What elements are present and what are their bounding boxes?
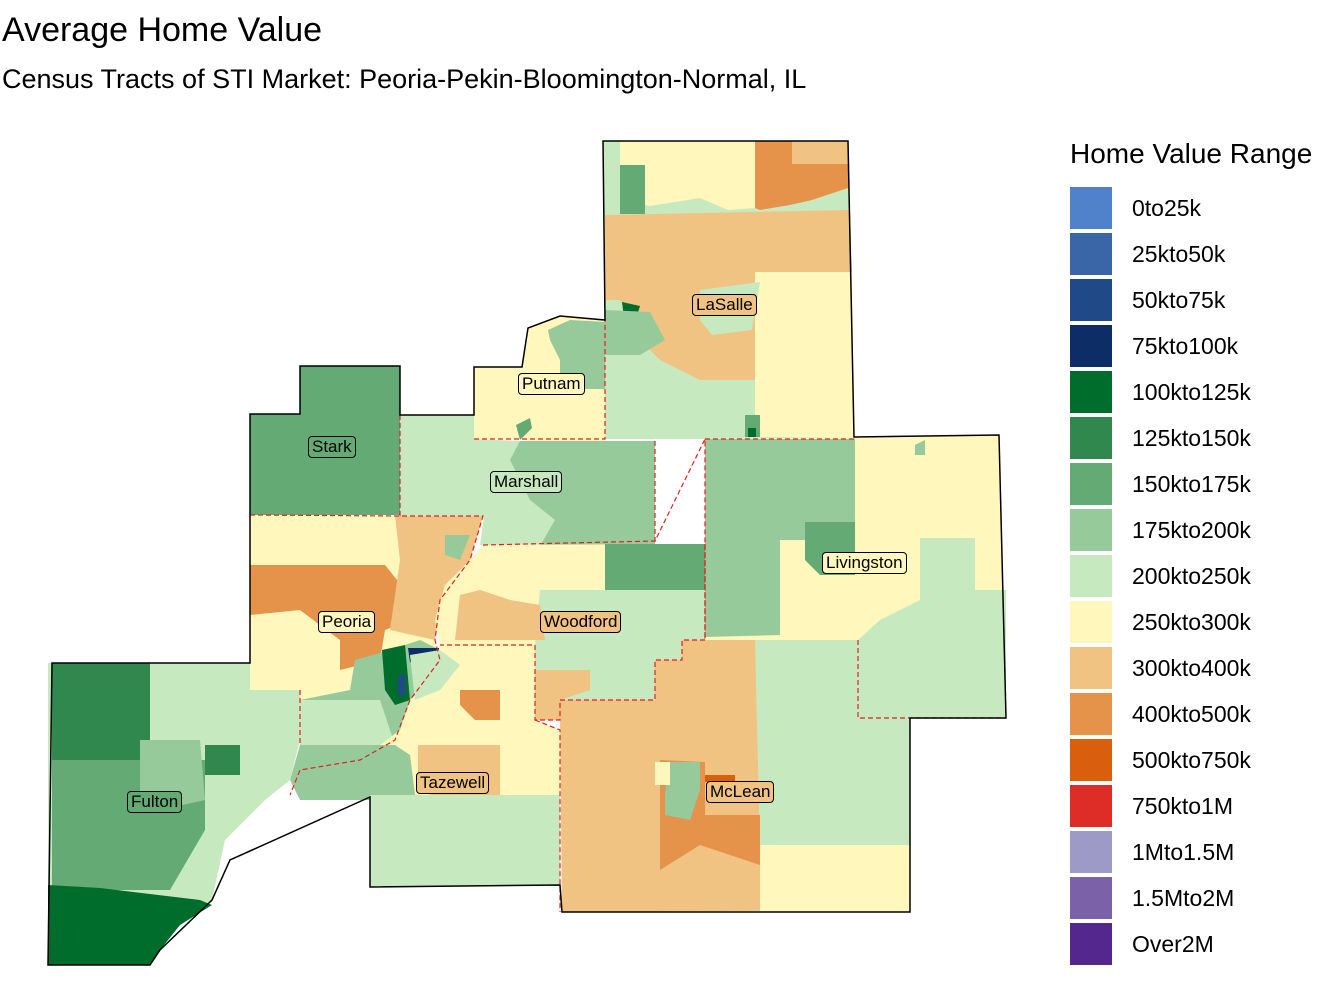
legend-swatch [1070, 325, 1112, 367]
legend-item: 75kto100k [1070, 323, 1312, 369]
legend-swatch [1070, 647, 1112, 689]
legend-label: Over2M [1132, 930, 1214, 957]
legend-items: 0to25k 25kto50k 50kto75k 75kto100k 100kto125… [1070, 185, 1312, 967]
legend-label: 750kto1M [1132, 792, 1234, 819]
county-boundaries [249, 320, 1006, 912]
legend-swatch [1070, 785, 1112, 827]
county-lasalle [603, 141, 854, 439]
county-label: Stark [308, 436, 356, 458]
legend-swatch [1070, 693, 1112, 735]
market-outline [47, 140, 1007, 966]
county-label: Fulton [127, 791, 183, 813]
legend-swatch [1070, 739, 1112, 781]
legend-label: 0to25k [1132, 194, 1202, 221]
legend-label: 100kto125k [1132, 378, 1251, 405]
legend-item: 175kto200k [1070, 507, 1312, 553]
legend-item: 1.5Mto2M [1070, 875, 1312, 921]
legend-swatch [1070, 601, 1112, 643]
county-label: Tazewell [416, 772, 490, 794]
legend-swatch [1070, 233, 1112, 275]
legend-label: 250kto300k [1132, 608, 1251, 635]
legend-item: 400kto500k [1070, 691, 1312, 737]
legend-item: 750kto1M [1070, 783, 1312, 829]
legend-label: 175kto200k [1132, 516, 1251, 543]
legend-swatch [1070, 417, 1112, 459]
legend-item: 0to25k [1070, 185, 1312, 231]
legend-item: 200kto250k [1070, 553, 1312, 599]
legend-swatch [1070, 463, 1112, 505]
legend-item: 1Mto1.5M [1070, 829, 1312, 875]
legend-label: 200kto250k [1132, 562, 1251, 589]
legend-swatch [1070, 509, 1112, 551]
legend-swatch [1070, 371, 1112, 413]
choropleth-map [47, 140, 1007, 966]
legend-label: 300kto400k [1132, 654, 1251, 681]
legend-item: 125kto150k [1070, 415, 1312, 461]
legend-label: 75kto100k [1132, 332, 1239, 359]
legend-item: 250kto300k [1070, 599, 1312, 645]
legend-label: 500kto750k [1132, 746, 1251, 773]
legend-swatch [1070, 187, 1112, 229]
legend-item: 50kto75k [1070, 277, 1312, 323]
map-subtitle: Census Tracts of STI Market: Peoria-Peki… [2, 64, 807, 94]
county-label: Marshall [490, 471, 563, 493]
county-tazewell [290, 645, 560, 887]
legend-label: 125kto150k [1132, 424, 1251, 451]
county-label: Woodford [540, 611, 622, 633]
county-label: Livingston [822, 552, 907, 574]
county-fulton [48, 663, 300, 965]
legend-item: 150kto175k [1070, 461, 1312, 507]
legend-item: 25kto50k [1070, 231, 1312, 277]
county-label: Putnam [518, 373, 585, 395]
county-livingston [705, 435, 1006, 718]
legend-swatch [1070, 279, 1112, 321]
map-title: Average Home Value [2, 11, 323, 49]
legend-swatch [1070, 877, 1112, 919]
legend-swatch [1070, 923, 1112, 965]
county-mclean [560, 640, 910, 912]
legend-label: 1Mto1.5M [1132, 838, 1235, 865]
legend: Home Value Range 0to25k 25kto50k 50kto75k 7… [1070, 136, 1312, 967]
legend-item: 300kto400k [1070, 645, 1312, 691]
legend-swatch [1070, 831, 1112, 873]
legend-label: 50kto75k [1132, 286, 1226, 313]
county-label: LaSalle [692, 294, 757, 316]
county-label: McLean [706, 781, 775, 803]
legend-item: Over2M [1070, 921, 1312, 967]
legend-title: Home Value Range [1070, 138, 1313, 169]
legend-item: 100kto125k [1070, 369, 1312, 415]
legend-label: 25kto50k [1132, 240, 1226, 267]
county-label: Peoria [318, 611, 376, 633]
legend-item: 500kto750k [1070, 737, 1312, 783]
legend-swatch [1070, 555, 1112, 597]
legend-label: 400kto500k [1132, 700, 1251, 727]
legend-label: 150kto175k [1132, 470, 1251, 497]
legend-label: 1.5Mto2M [1132, 884, 1235, 911]
